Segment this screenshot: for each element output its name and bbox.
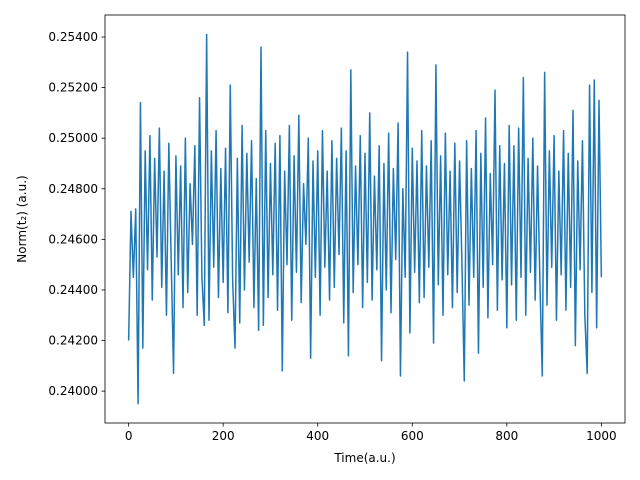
y-tick-label: 0.24600 [48, 232, 98, 246]
x-tick-label: 400 [306, 429, 329, 443]
y-tick-label: 0.24800 [48, 182, 98, 196]
y-tick-label: 0.25400 [48, 30, 98, 44]
plot-frame [104, 14, 626, 424]
x-tick-label: 200 [212, 429, 235, 443]
y-tick-label: 0.24200 [48, 334, 98, 348]
x-tick-label: 800 [495, 429, 518, 443]
data-line [127, 33, 603, 405]
x-tick-label: 600 [401, 429, 424, 443]
y-tick-label: 0.24000 [48, 384, 98, 398]
y-tick-label: 0.25200 [48, 81, 98, 95]
y-tick-label: 0.25000 [48, 131, 98, 145]
y-axis-label: Norm(t₂) (a.u.) [15, 175, 29, 262]
x-axis-label: Time(a.u.) [333, 451, 395, 465]
x-tick-label: 1000 [586, 429, 617, 443]
x-tick-label: 0 [125, 429, 133, 443]
y-tick-label: 0.24400 [48, 283, 98, 297]
